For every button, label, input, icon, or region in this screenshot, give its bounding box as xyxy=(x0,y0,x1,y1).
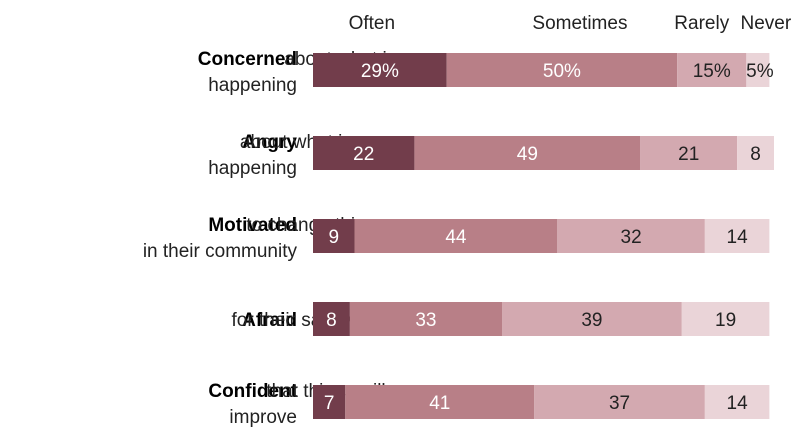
category-label-bold: Concerned xyxy=(198,49,297,70)
legend-label-rarely: Rarely xyxy=(674,13,729,34)
category-label-bold: Afraid xyxy=(242,310,297,331)
bar-segment-sometimes xyxy=(446,53,678,87)
legend-label-sometimes: Sometimes xyxy=(532,13,627,34)
bar-segment-never xyxy=(681,302,770,336)
data-label: 33 xyxy=(415,310,436,331)
data-label: 5% xyxy=(746,61,774,82)
category-label-bold: Confident xyxy=(208,381,297,402)
bar-segment-sometimes xyxy=(345,385,535,419)
bar-segment-never xyxy=(704,385,770,419)
data-label: 21 xyxy=(678,144,699,165)
data-label: 32 xyxy=(621,227,642,248)
category-label-bold: Motivated xyxy=(208,215,297,236)
bar-segment-often xyxy=(313,302,350,336)
category-label-line2: happening xyxy=(208,158,297,179)
data-label: 37 xyxy=(609,393,630,414)
bar-segment-never xyxy=(737,136,774,170)
bar-segment-often xyxy=(313,53,447,87)
data-label: 19 xyxy=(715,310,736,331)
data-label: 29% xyxy=(361,61,399,82)
bar-segment-rarely xyxy=(640,136,738,170)
category-label-line2: improve xyxy=(229,407,297,428)
legend-label-never: Never xyxy=(741,13,791,34)
data-label: 7 xyxy=(324,393,335,414)
data-label: 15% xyxy=(693,61,731,82)
bar-segment-rarely xyxy=(534,385,705,419)
data-label: 14 xyxy=(727,393,749,414)
bar-segment-sometimes xyxy=(349,302,503,336)
bar-segment-rarely xyxy=(502,302,682,336)
data-label: 14 xyxy=(727,227,749,248)
bar-segment-rarely xyxy=(557,219,705,253)
bar-segment-often xyxy=(313,219,355,253)
data-label: 50% xyxy=(543,61,581,82)
bar-segment-never xyxy=(704,219,770,253)
data-label: 22 xyxy=(353,144,374,165)
legend-label-often: Often xyxy=(349,13,395,34)
data-label: 8 xyxy=(326,310,337,331)
data-label: 39 xyxy=(581,310,602,331)
data-label: 9 xyxy=(328,227,339,248)
bar-segment-rarely xyxy=(677,53,747,87)
data-label: 8 xyxy=(750,144,761,165)
category-label-line2: in their community xyxy=(143,241,298,262)
bar-segment-often xyxy=(313,385,346,419)
category-label-bold: Angry xyxy=(242,132,297,153)
bar-segment-never xyxy=(746,53,770,87)
category-label-line2: happening xyxy=(208,75,297,96)
bar-segment-sometimes xyxy=(354,219,558,253)
data-label: 44 xyxy=(445,227,467,248)
bar-segment-often xyxy=(313,136,415,170)
bar-segment-sometimes xyxy=(414,136,641,170)
data-label: 49 xyxy=(517,144,538,165)
data-label: 41 xyxy=(429,393,450,414)
